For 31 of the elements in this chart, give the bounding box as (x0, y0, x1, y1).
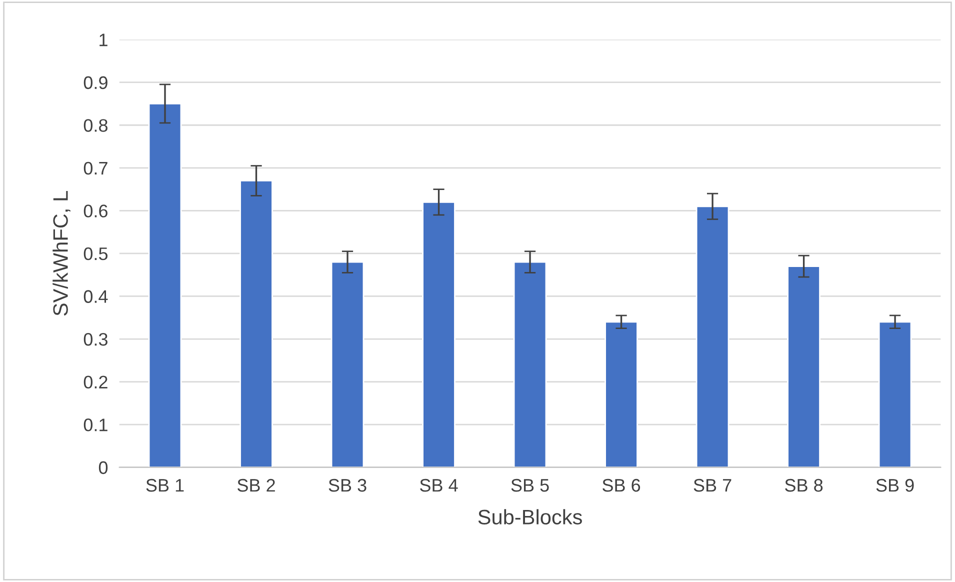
y-tick-label: 0.4 (84, 290, 108, 303)
x-tick-label: SB 4 (420, 478, 458, 492)
bar (604, 321, 638, 468)
bar (787, 266, 820, 468)
x-tick-label: SB 3 (328, 478, 366, 492)
x-tick-label: SB 8 (785, 478, 823, 492)
y-tick-label: 0.8 (84, 119, 108, 132)
bar (696, 206, 730, 468)
y-tick-label: 0 (98, 461, 108, 474)
y-tick-label: 0.3 (84, 332, 108, 346)
bar (148, 103, 182, 468)
x-tick-label: SB 1 (146, 478, 184, 492)
y-tick-label: 0.9 (84, 76, 108, 90)
y-tick-label: 0.1 (84, 418, 108, 432)
y-tick-label: 0.7 (84, 162, 108, 175)
y-tick-label: 0.5 (84, 247, 108, 260)
x-tick-label: SB 9 (876, 478, 914, 492)
y-tick-label: 0.2 (84, 376, 108, 389)
bar (513, 261, 547, 468)
bar (330, 261, 364, 468)
x-tick-label: SB 2 (238, 478, 275, 492)
y-tick-label: 1 (100, 34, 108, 46)
x-tick-label: SB 5 (511, 478, 549, 492)
x-tick-label: SB 7 (694, 478, 732, 492)
bar (422, 201, 456, 468)
x-tick-label: SB 6 (602, 478, 640, 492)
bar (878, 321, 912, 468)
y-tick-label: 0.6 (84, 204, 108, 218)
x-axis-title: Sub-Blocks (478, 509, 582, 524)
y-axis-title: SV/kWhFC, L (52, 191, 70, 316)
bar (240, 180, 273, 468)
